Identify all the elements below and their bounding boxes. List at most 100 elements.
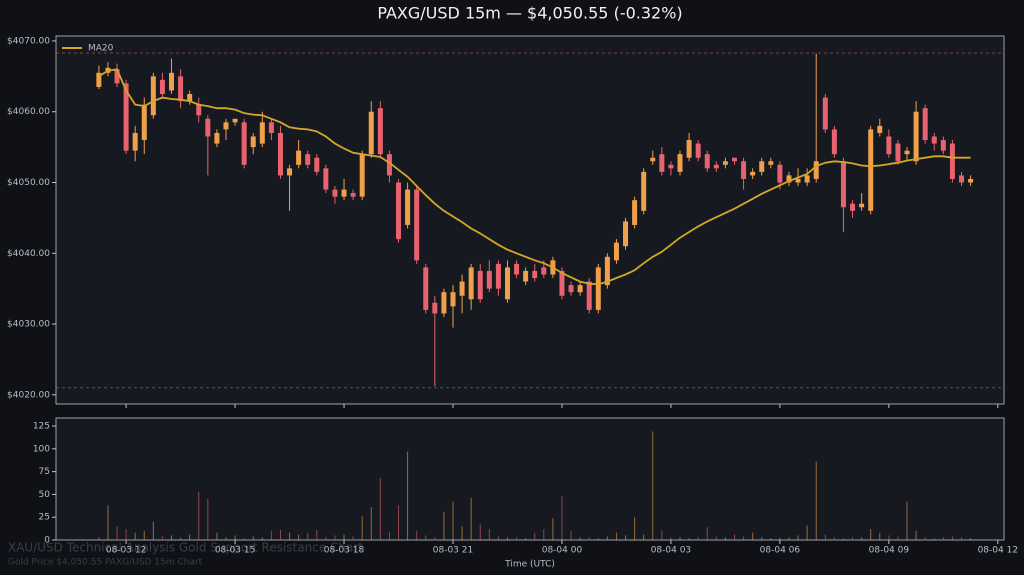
candle-body	[305, 154, 311, 165]
candle-body	[822, 97, 828, 130]
volume-bar	[788, 537, 790, 540]
volume-bar	[652, 431, 654, 540]
volume-bar	[961, 537, 963, 540]
candle-body	[859, 203, 865, 208]
candle-body	[577, 285, 583, 293]
volume-bar	[706, 527, 708, 540]
candle-body	[686, 140, 692, 158]
candle-body	[959, 175, 965, 183]
volume-bar	[752, 532, 754, 540]
volume-bar	[461, 526, 463, 540]
candle-body	[178, 76, 184, 102]
candle-body	[623, 221, 629, 247]
candle-body	[877, 125, 883, 133]
volume-bar	[724, 537, 726, 540]
volume-bar	[252, 536, 254, 540]
candle-body	[350, 193, 356, 197]
volume-bar	[107, 505, 109, 540]
y-tick-label: $4050.00	[7, 178, 50, 188]
candle-body	[450, 292, 456, 307]
candle-body	[468, 267, 474, 300]
candle-body	[913, 111, 919, 162]
volume-bar	[307, 532, 309, 540]
candle-body	[169, 72, 175, 91]
volume-bar	[516, 537, 518, 540]
volume-bar	[970, 538, 972, 540]
volume-bar	[543, 529, 545, 540]
volume-bar	[597, 538, 599, 540]
candle-body	[786, 175, 792, 183]
candle-body	[296, 150, 302, 165]
candle-body	[568, 285, 574, 293]
volume-bar	[452, 501, 454, 540]
volume-bar	[906, 501, 908, 540]
candle-body	[277, 132, 283, 176]
volume-bar	[670, 537, 672, 540]
volume-bar	[134, 532, 136, 540]
candle-body	[368, 111, 374, 155]
x-tick-label: 08-04 00	[542, 546, 583, 556]
candle-body	[441, 292, 447, 314]
ma-line	[98, 68, 971, 286]
volume-bar	[588, 537, 590, 540]
candle-body	[459, 281, 465, 296]
volume-bar	[316, 529, 318, 540]
volume-bar	[125, 529, 127, 540]
candle-body	[777, 164, 783, 183]
candle-body	[695, 143, 701, 158]
volume-bar	[561, 496, 563, 540]
x-tick-label: 08-04 09	[869, 546, 910, 556]
volume-bar	[842, 538, 844, 540]
candle-body	[668, 164, 674, 169]
chart-title: PAXG/USD 15m — $4,050.55 (-0.32%)	[377, 4, 682, 23]
volume-bar	[852, 537, 854, 540]
candle-body	[949, 143, 955, 179]
volume-bar	[715, 536, 717, 540]
volume-bar	[171, 535, 173, 540]
candle-body	[659, 154, 665, 172]
volume-bar	[942, 537, 944, 540]
volume-bar	[325, 537, 327, 540]
candle-body	[523, 270, 529, 282]
volume-bar	[143, 530, 145, 540]
volume-bar	[161, 536, 163, 540]
candle-body	[114, 69, 120, 84]
x-tick-label: 08-03 18	[324, 546, 365, 556]
volume-bar	[234, 535, 236, 540]
y-tick-label: 100	[33, 444, 50, 454]
volume-bar	[116, 526, 118, 540]
y-tick-label: $4070.00	[7, 36, 50, 46]
volume-bar	[479, 524, 481, 540]
volume-bar	[243, 538, 245, 540]
volume-bar	[216, 532, 218, 540]
volume-bar	[506, 537, 508, 540]
candle-body	[650, 157, 656, 162]
candle-body	[886, 136, 892, 155]
y-tick-label: $4060.00	[7, 107, 50, 117]
volume-bar	[261, 537, 263, 540]
volume-panel	[55, 417, 1005, 541]
candle-body	[96, 72, 102, 87]
volume-bar	[915, 530, 917, 540]
volume-bar	[361, 516, 363, 540]
volume-bar	[225, 537, 227, 540]
candle-body	[795, 178, 801, 183]
candle-body	[968, 178, 974, 183]
candle-body	[314, 157, 320, 172]
volume-bar	[398, 505, 400, 540]
candle-body	[287, 168, 293, 176]
volume-bar	[861, 537, 863, 540]
watermark-sub: Gold Price $4,050.55 PAXG/USD 15m Chart	[8, 558, 203, 568]
candle-body	[359, 154, 365, 197]
candle-body	[241, 122, 247, 165]
volume-bar	[198, 491, 200, 540]
x-tick-label: 08-04 03	[651, 546, 691, 556]
candle-body	[150, 76, 156, 116]
candle-body	[532, 270, 538, 279]
candle-body	[731, 157, 737, 162]
candle-body	[414, 189, 420, 261]
volume-bar	[98, 537, 100, 540]
candle-body	[713, 164, 719, 169]
volume-bar	[743, 536, 745, 540]
candle-body	[750, 171, 756, 176]
